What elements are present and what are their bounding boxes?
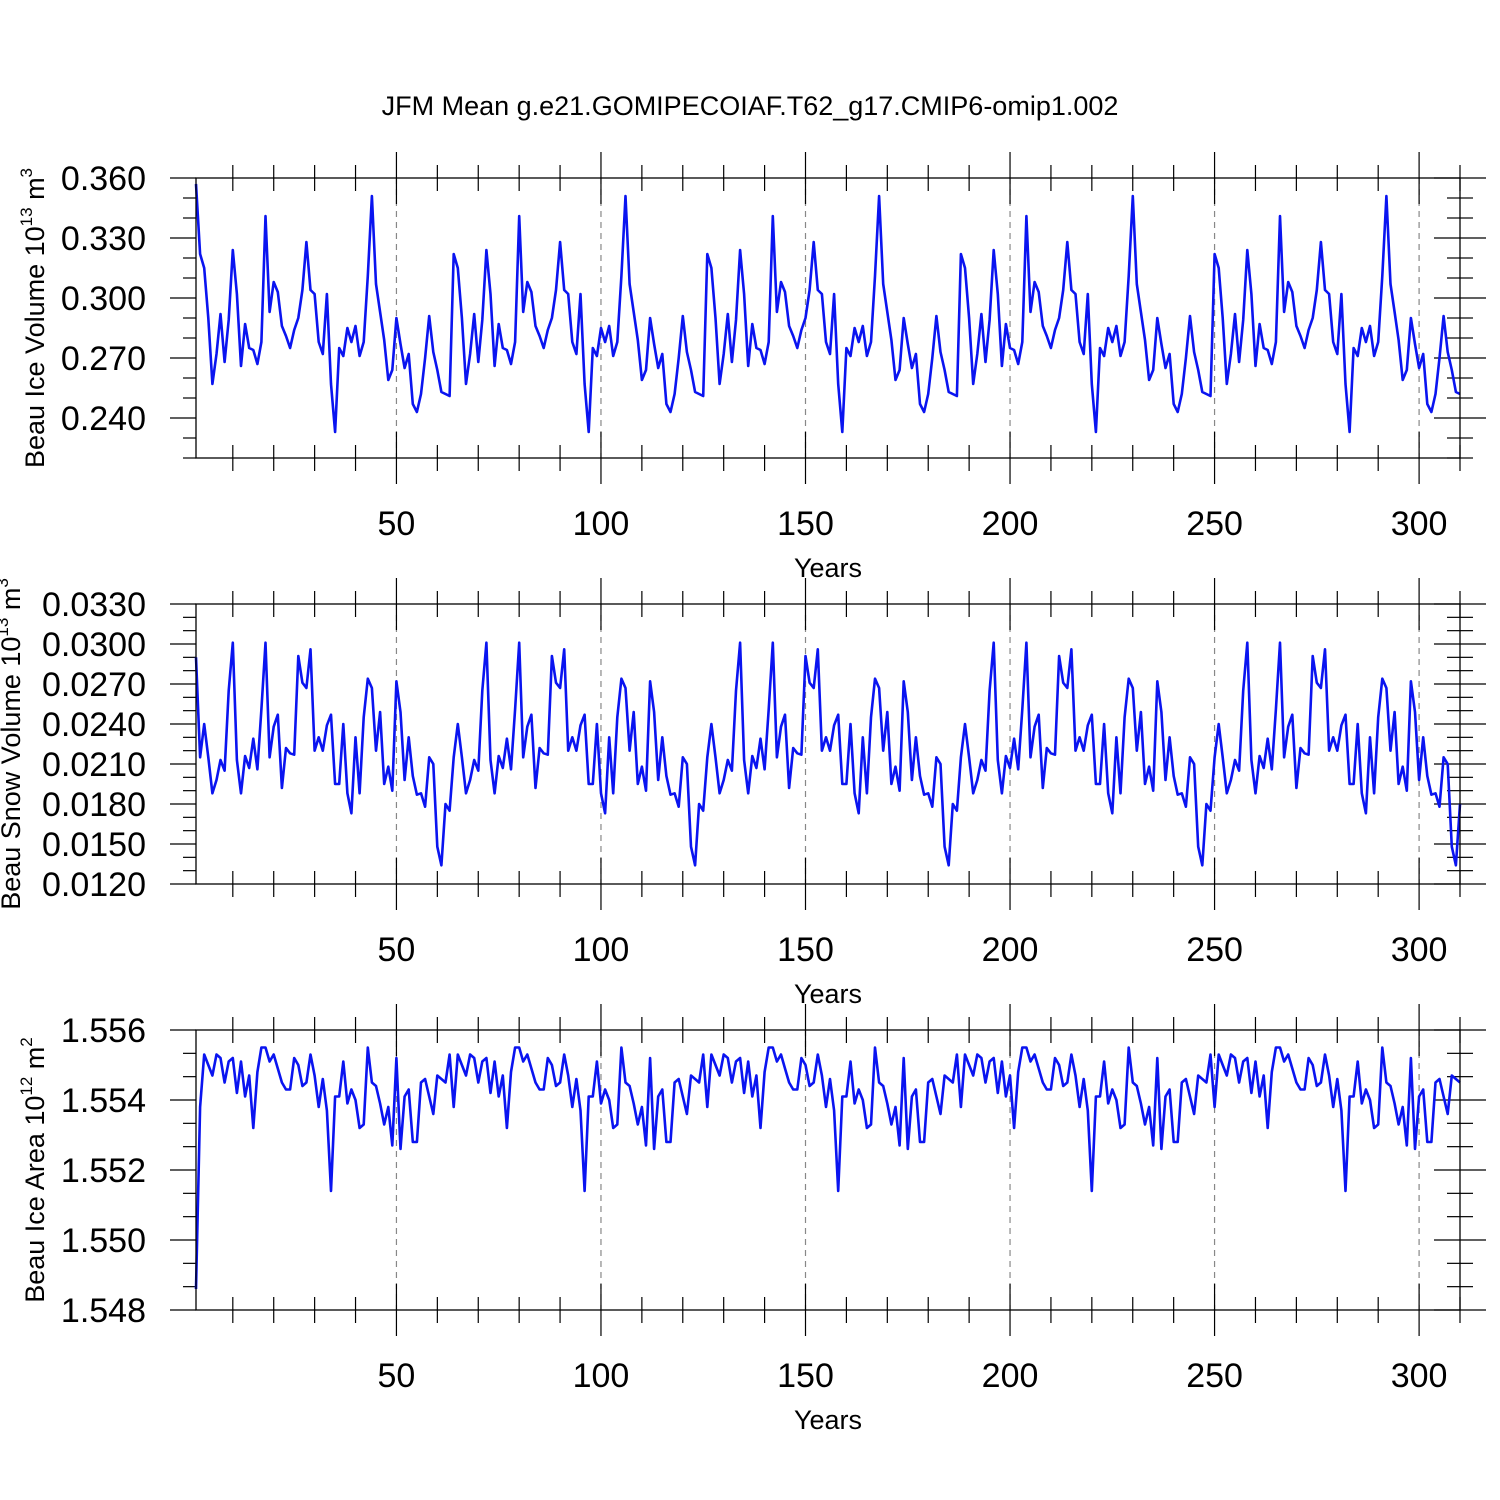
snow-volume-x-axis-label: Years: [794, 979, 862, 1009]
y-ticks: 1.556 1.554 1.552 1.550 1.548: [61, 1012, 1486, 1330]
x-gridlines: [395, 178, 1420, 458]
x-tick-label: 200: [982, 1357, 1039, 1395]
ice-volume-series-line: [194, 183, 1461, 434]
ice-area-x-axis-label: Years: [794, 1405, 862, 1435]
y-tick-label: 1.556: [61, 1012, 146, 1050]
panel-snow-volume: 0.03300.03000.02700.02400.02100.01800.01…: [0, 578, 1486, 1009]
x-tick-label: 200: [982, 505, 1039, 543]
y-tick-label: 1.550: [61, 1222, 146, 1260]
x-tick-label: 100: [573, 505, 630, 543]
panel-ice-volume: 0.360 0.330 0.300 0.270 0.240 50 100 150 200 250…: [17, 152, 1486, 583]
x-gridlines: [395, 604, 1420, 884]
x-tick-label: 150: [777, 931, 834, 969]
x-tick-label: 250: [1186, 931, 1243, 969]
panel-ice-area: 1.556 1.554 1.552 1.550 1.548 50 100 150 200 250…: [17, 1004, 1486, 1435]
y-tick-label: 1.554: [61, 1082, 146, 1120]
chart-title: JFM Mean g.e21.GOMIPECOIAF.T62_g17.CMIP6…: [382, 91, 1119, 121]
x-tick-label: 150: [777, 1357, 834, 1395]
plot-frame: [195, 177, 1461, 459]
x-ticks: 50 100 150 200 250 300: [232, 1004, 1461, 1395]
y-tick-label: 1.548: [61, 1292, 146, 1330]
y-ticks: 0.360 0.330 0.300 0.270 0.240: [61, 160, 1486, 459]
y-tick-label: 0.0120: [42, 866, 146, 904]
y-tick-label: 0.330: [61, 220, 146, 258]
y-tick-label: 0.0300: [42, 626, 146, 664]
x-tick-label: 250: [1186, 505, 1243, 543]
ice-area-series-line: [194, 1046, 1461, 1290]
y-tick-label: 0.0150: [42, 826, 146, 864]
y-tick-label: 0.0330: [42, 586, 146, 624]
x-gridlines: [395, 1030, 1420, 1310]
y-tick-label: 0.360: [61, 160, 146, 198]
y-tick-label: 0.0240: [42, 706, 146, 744]
x-ticks: 50 100 150 200 250 300: [232, 578, 1461, 969]
x-tick-label: 300: [1391, 1357, 1448, 1395]
y-tick-label: 0.300: [61, 280, 146, 318]
ice-volume-y-axis-label: Beau Ice Volume 1013 m3: [17, 168, 50, 468]
x-ticks: 50 100 150 200 250 300: [232, 152, 1461, 543]
x-tick-label: 100: [573, 1357, 630, 1395]
plot-frame: [195, 603, 1461, 885]
y-tick-label: 1.552: [61, 1152, 146, 1190]
x-tick-label: 50: [378, 505, 416, 543]
x-tick-label: 300: [1391, 505, 1448, 543]
y-tick-label: 0.240: [61, 400, 146, 438]
snow-volume-y-axis-label: Beau Snow Volume 1013 m3: [0, 578, 26, 910]
x-tick-label: 150: [777, 505, 834, 543]
y-ticks: 0.03300.03000.02700.02400.02100.01800.01…: [42, 586, 1486, 904]
x-tick-label: 300: [1391, 931, 1448, 969]
x-tick-label: 50: [378, 931, 416, 969]
x-tick-label: 100: [573, 931, 630, 969]
y-tick-label: 0.0270: [42, 666, 146, 704]
snow-volume-series-line: [194, 641, 1462, 867]
y-tick-label: 0.0210: [42, 746, 146, 784]
x-tick-label: 50: [378, 1357, 416, 1395]
ice-area-y-axis-label: Beau Ice Area 1012 m2: [17, 1037, 50, 1303]
x-tick-label: 250: [1186, 1357, 1243, 1395]
plot-frame: [195, 1029, 1461, 1311]
y-tick-label: 0.0180: [42, 786, 146, 824]
y-tick-label: 0.270: [61, 340, 146, 378]
x-tick-label: 200: [982, 931, 1039, 969]
ice-volume-x-axis-label: Years: [794, 553, 862, 583]
